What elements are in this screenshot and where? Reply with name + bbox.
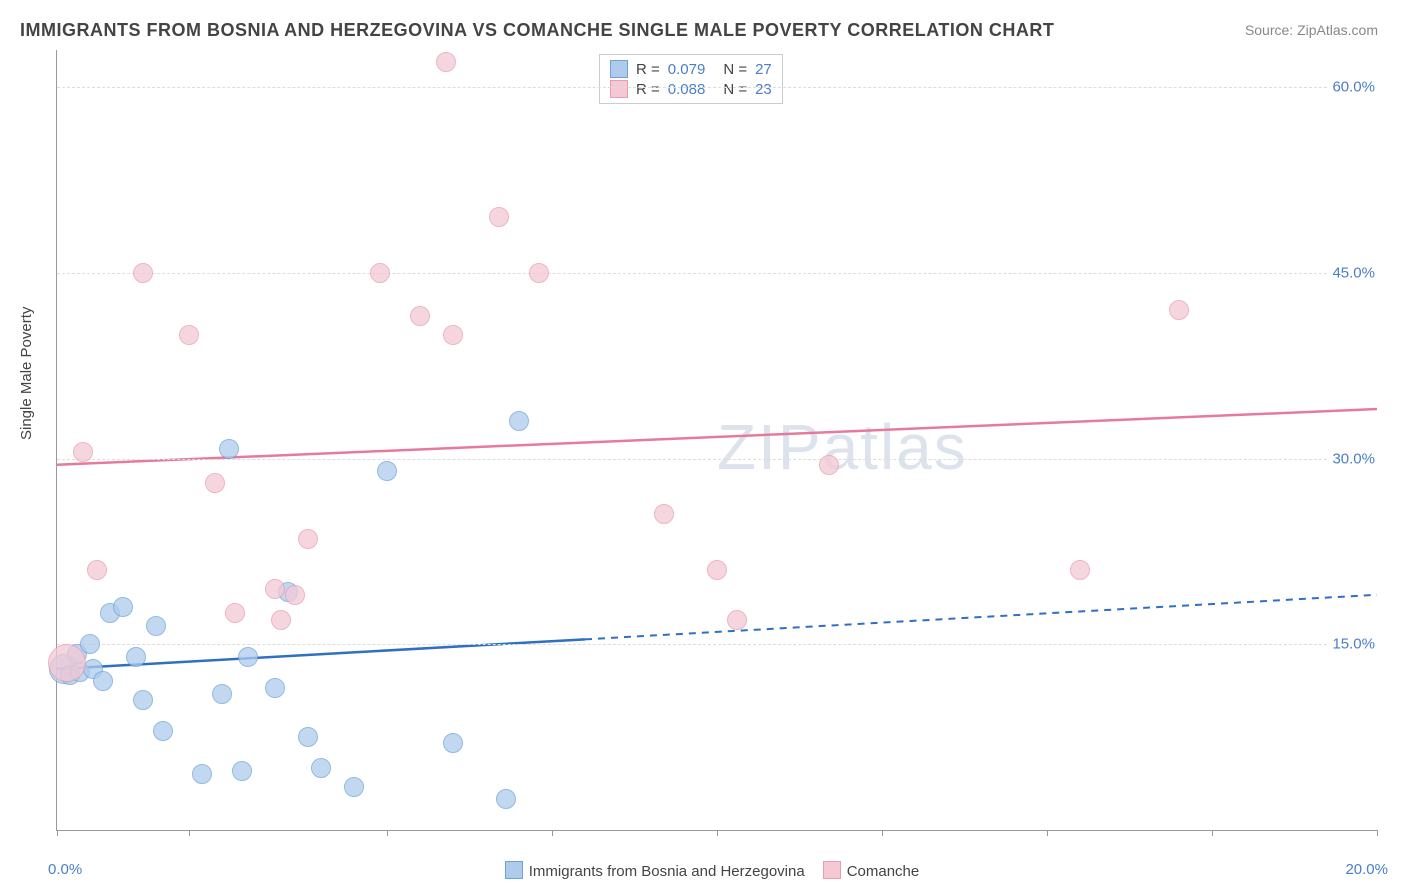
data-point: [271, 610, 291, 630]
legend-swatch: [610, 80, 628, 98]
x-tick: [717, 830, 718, 836]
data-point: [265, 678, 285, 698]
legend-r-value: 0.079: [668, 61, 706, 78]
plot-area: ZIPatlas R =0.079N =27R =0.088N =23 15.0…: [56, 50, 1377, 831]
y-tick-label: 60.0%: [1328, 79, 1379, 96]
trend-line-extrap: [585, 595, 1377, 640]
y-tick-label: 30.0%: [1328, 450, 1379, 467]
data-point: [410, 306, 430, 326]
data-point: [443, 325, 463, 345]
data-point: [344, 777, 364, 797]
y-tick-label: 45.0%: [1328, 264, 1379, 281]
data-point: [219, 439, 239, 459]
legend-swatch: [823, 861, 841, 879]
data-point: [80, 634, 100, 654]
data-point: [1169, 300, 1189, 320]
data-point: [496, 789, 516, 809]
data-point: [298, 529, 318, 549]
data-point: [48, 644, 86, 682]
data-point: [179, 325, 199, 345]
legend-row: R = 0.079 N = 27: [610, 59, 772, 79]
legend-swatch: [505, 861, 523, 879]
x-tick: [57, 830, 58, 836]
x-tick: [1377, 830, 1378, 836]
x-tick: [387, 830, 388, 836]
legend-label: Immigrants from Bosnia and Herzegovina: [529, 863, 805, 880]
legend-n-label: N =: [723, 81, 747, 98]
data-point: [1070, 560, 1090, 580]
data-point: [212, 684, 232, 704]
data-point: [707, 560, 727, 580]
x-tick: [189, 830, 190, 836]
data-point: [509, 411, 529, 431]
legend-swatch: [610, 60, 628, 78]
x-tick: [1047, 830, 1048, 836]
legend-n-label: N =: [723, 61, 747, 78]
x-max-label: 20.0%: [1345, 861, 1388, 878]
x-tick: [882, 830, 883, 836]
data-point: [489, 207, 509, 227]
data-point: [311, 758, 331, 778]
data-point: [225, 603, 245, 623]
trend-line: [57, 409, 1377, 465]
data-point: [205, 473, 225, 493]
legend-row: R = 0.088 N = 23: [610, 79, 772, 99]
legend-r-label: R =: [636, 81, 660, 98]
data-point: [126, 647, 146, 667]
legend-n-value: 23: [755, 81, 772, 98]
gridline: [57, 87, 1377, 88]
y-axis-label: Single Male Poverty: [18, 307, 35, 440]
x-tick: [552, 830, 553, 836]
correlation-legend: R = 0.079 N = 27 R = 0.088 N = 23: [599, 54, 783, 104]
data-point: [265, 579, 285, 599]
data-point: [727, 610, 747, 630]
trend-lines-layer: [57, 50, 1377, 830]
data-point: [377, 461, 397, 481]
legend-r-value: 0.088: [668, 81, 706, 98]
data-point: [298, 727, 318, 747]
data-point: [654, 504, 674, 524]
data-point: [285, 585, 305, 605]
data-point: [819, 455, 839, 475]
data-point: [146, 616, 166, 636]
data-point: [443, 733, 463, 753]
gridline: [57, 644, 1377, 645]
x-tick: [1212, 830, 1213, 836]
legend-label: Comanche: [847, 863, 920, 880]
data-point: [93, 671, 113, 691]
data-point: [370, 263, 390, 283]
data-point: [192, 764, 212, 784]
series-legend: Immigrants from Bosnia and Herzegovina Co…: [0, 861, 1406, 880]
data-point: [153, 721, 173, 741]
data-point: [232, 761, 252, 781]
data-point: [133, 263, 153, 283]
x-min-label: 0.0%: [48, 861, 82, 878]
gridline: [57, 459, 1377, 460]
data-point: [113, 597, 133, 617]
source-label: Source: ZipAtlas.com: [1245, 22, 1378, 38]
chart-title: IMMIGRANTS FROM BOSNIA AND HERZEGOVINA V…: [20, 20, 1054, 41]
y-tick-label: 15.0%: [1328, 636, 1379, 653]
gridline: [57, 273, 1377, 274]
legend-r-label: R =: [636, 61, 660, 78]
data-point: [133, 690, 153, 710]
data-point: [238, 647, 258, 667]
data-point: [436, 52, 456, 72]
data-point: [529, 263, 549, 283]
data-point: [87, 560, 107, 580]
data-point: [73, 442, 93, 462]
legend-n-value: 27: [755, 61, 772, 78]
